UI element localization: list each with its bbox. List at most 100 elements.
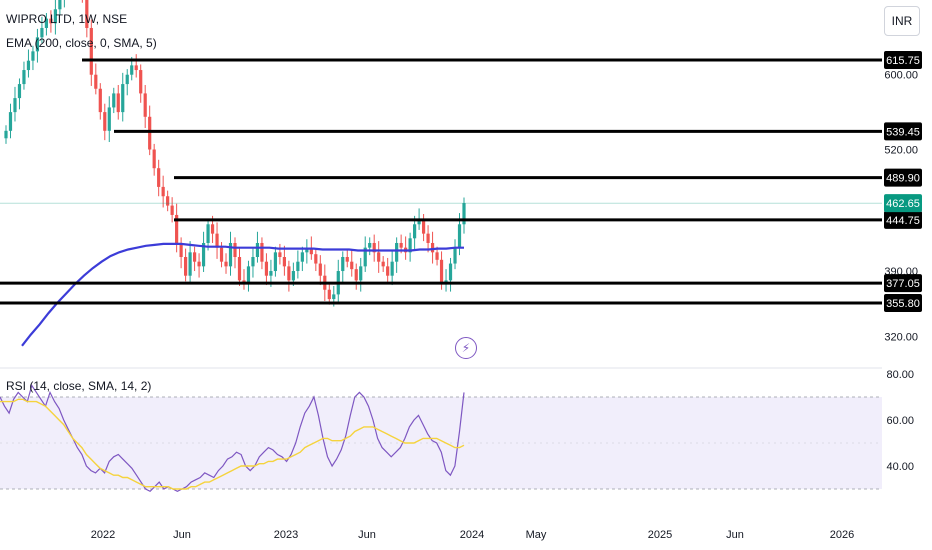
candle-body	[201, 242, 206, 267]
candle-body	[296, 261, 300, 272]
x-tick-label: Jun	[358, 529, 376, 541]
level-price-label: 444.75	[886, 215, 920, 227]
candle-body	[287, 266, 291, 281]
candle-body	[399, 242, 403, 248]
candle-body	[143, 93, 147, 117]
candle-body	[386, 266, 390, 276]
candle-body	[390, 261, 394, 276]
rsi-tick-label: 60.00	[886, 415, 914, 427]
candle-body	[368, 242, 372, 248]
candle-body	[282, 257, 286, 267]
candle-body	[421, 219, 426, 234]
candle-body	[121, 84, 125, 113]
candle-body	[246, 266, 251, 283]
candle-body	[228, 242, 233, 267]
candle-body	[377, 252, 381, 262]
candle-body	[444, 280, 448, 283]
candle-body	[94, 74, 98, 89]
level-price-tag	[884, 122, 922, 141]
candle-body	[291, 271, 295, 281]
candle-body	[242, 280, 246, 283]
candle-body	[179, 242, 183, 258]
rsi-line	[0, 384, 465, 493]
candle-body	[35, 37, 40, 52]
candle-body	[134, 65, 138, 71]
candle-body	[17, 84, 22, 99]
candle-body	[435, 252, 439, 260]
candle-body	[53, 9, 57, 24]
candle-body	[4, 130, 8, 139]
candle-body	[40, 27, 44, 38]
candle-body	[363, 247, 367, 267]
x-tick-label: Jun	[726, 529, 744, 541]
candle-body	[251, 257, 255, 267]
candle-body	[157, 168, 161, 187]
candle-body	[130, 65, 134, 75]
candle-body	[457, 224, 462, 248]
rsi-ma-line	[0, 398, 465, 490]
level-price-tag	[884, 294, 922, 312]
candle-body	[13, 98, 17, 113]
candle-body	[206, 224, 210, 243]
candle-body	[184, 257, 188, 276]
candle-body	[31, 51, 35, 61]
candle-body	[439, 259, 444, 283]
candle-body	[354, 269, 358, 281]
last-price-label: 462.65	[886, 198, 920, 210]
rsi-legend[interactable]: RSI (14, close, SMA, 14, 2)	[6, 379, 152, 393]
candle-body	[210, 224, 215, 234]
candle-body	[381, 261, 385, 267]
candle-body	[125, 74, 129, 85]
candle-body	[98, 88, 102, 113]
ema-legend[interactable]: EMA (200, close, 0, SMA, 5)	[6, 36, 157, 50]
candle-body	[345, 257, 349, 262]
candle-body	[255, 242, 260, 258]
price-tick-label: 320.00	[884, 331, 918, 343]
price-tick-label: 600.00	[884, 70, 918, 82]
rsi-tick-label: 80.00	[886, 369, 914, 381]
candle-body	[152, 149, 156, 169]
candle-body	[314, 254, 318, 264]
currency-button[interactable]: INR	[884, 6, 920, 36]
candle-body	[237, 257, 242, 281]
candle-body	[170, 205, 174, 215]
x-tick-label: 2025	[648, 529, 672, 541]
candle-body	[197, 261, 201, 267]
candle-body	[103, 112, 107, 131]
candle-body	[233, 242, 237, 258]
candle-body	[166, 196, 170, 206]
candle-body	[188, 252, 192, 276]
candle-body	[332, 294, 336, 300]
candle-body	[350, 261, 354, 270]
candle-body	[413, 224, 417, 239]
candle-body	[300, 252, 304, 262]
candle-body	[359, 266, 363, 281]
candle-body	[462, 203, 466, 225]
symbol-legend[interactable]: WIPRO LTD, 1W, NSE	[6, 12, 128, 26]
candle-body	[116, 93, 120, 113]
x-tick-label: 2023	[274, 529, 298, 541]
candle-body	[148, 116, 152, 150]
candles-group	[4, 0, 466, 307]
level-price-label: 377.05	[886, 278, 920, 290]
level-price-label: 355.80	[886, 298, 920, 310]
candle-body	[426, 233, 430, 243]
price-tick-label: 520.00	[884, 145, 918, 157]
x-tick-label: 2024	[460, 529, 484, 541]
candle-body	[8, 112, 13, 131]
candle-body	[430, 242, 435, 253]
candle-body	[175, 214, 179, 243]
x-tick-label: May	[526, 529, 547, 541]
candle-body	[215, 233, 219, 248]
candle-body	[161, 186, 165, 197]
candle-body	[309, 247, 313, 255]
candle-body	[453, 247, 457, 264]
level-price-tag	[884, 210, 922, 229]
candle-body	[395, 242, 399, 262]
candle-body	[417, 219, 421, 225]
candle-body	[278, 252, 282, 258]
candle-body	[224, 261, 228, 267]
level-price-tag	[884, 51, 922, 69]
lightning-icon[interactable]: ⚡	[455, 337, 477, 359]
candle-body	[44, 18, 49, 28]
